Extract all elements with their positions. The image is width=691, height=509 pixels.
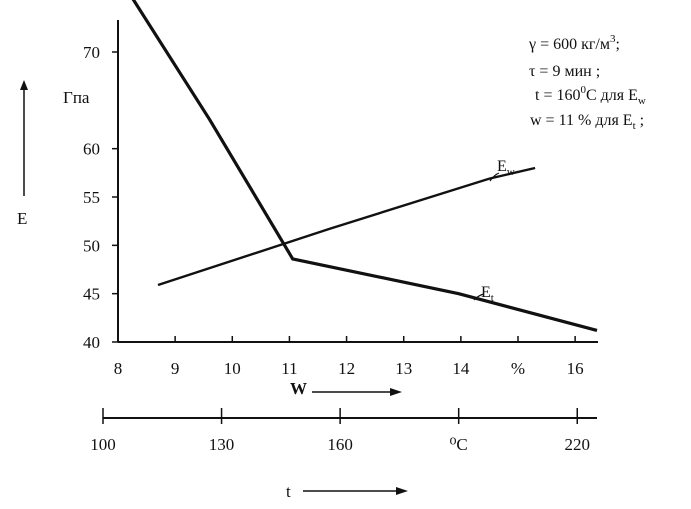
x-ticks-temperature: 100 130 160 ⁰C 220 <box>90 408 590 454</box>
series-et-line <box>131 0 598 332</box>
condition-gamma: γ = 600 кг/м3; <box>528 33 620 53</box>
series-ew-subscript: w <box>507 166 515 178</box>
y-axis-title: E <box>17 209 27 228</box>
x-moisture-tick-label: 16 <box>567 359 584 378</box>
series-ew-leader <box>489 172 500 182</box>
series-et-leader <box>473 293 485 301</box>
y-unit-label: Гпа <box>63 88 90 107</box>
x-axis-moisture-title: W <box>290 379 307 398</box>
y-tick-label: 50 <box>83 236 100 255</box>
y-tick-label: 60 <box>83 140 100 159</box>
x-axis-moisture-arrow-head <box>390 388 402 396</box>
y-axis-arrow-head <box>20 80 28 90</box>
x-moisture-tick-label: 8 <box>114 359 123 378</box>
x-temperature-tick-label: ⁰C <box>450 435 468 454</box>
x-temperature-tick-label: 160 <box>327 435 353 454</box>
y-tick-label: 70 <box>83 43 100 62</box>
x-axis-temperature-title: t <box>286 482 291 501</box>
condition-tau: τ = 9 мин ; <box>529 63 600 80</box>
x-temperature-tick-label: 220 <box>564 435 590 454</box>
x-moisture-tick-label: 12 <box>338 359 355 378</box>
x-temperature-tick-label: 130 <box>209 435 235 454</box>
condition-t: t = 1600C для Ew <box>535 84 646 107</box>
x-moisture-tick-label: 11 <box>281 359 297 378</box>
condition-w: w = 11 % для Et ; <box>530 112 644 132</box>
series-et-subscript: t <box>491 292 494 304</box>
x-axis-temperature-arrow-head <box>396 487 408 495</box>
y-tick-label: 55 <box>83 188 100 207</box>
x-moisture-tick-label: 14 <box>452 359 470 378</box>
y-ticks: 40 45 50 55 60 70 <box>83 43 118 352</box>
x-temperature-tick-label: 100 <box>90 435 116 454</box>
y-tick-label: 40 <box>83 333 100 352</box>
x-moisture-tick-label: 9 <box>171 359 180 378</box>
x-ticks-moisture: 8 9 10 11 12 13 14% 16 <box>114 336 584 378</box>
series-ew-line <box>157 166 536 287</box>
x-moisture-tick-label: 10 <box>224 359 241 378</box>
x-moisture-tick-label: % <box>511 359 525 378</box>
y-tick-label: 45 <box>83 285 100 304</box>
x-moisture-tick-label: 13 <box>395 359 412 378</box>
series-et-label: Et <box>481 284 494 304</box>
